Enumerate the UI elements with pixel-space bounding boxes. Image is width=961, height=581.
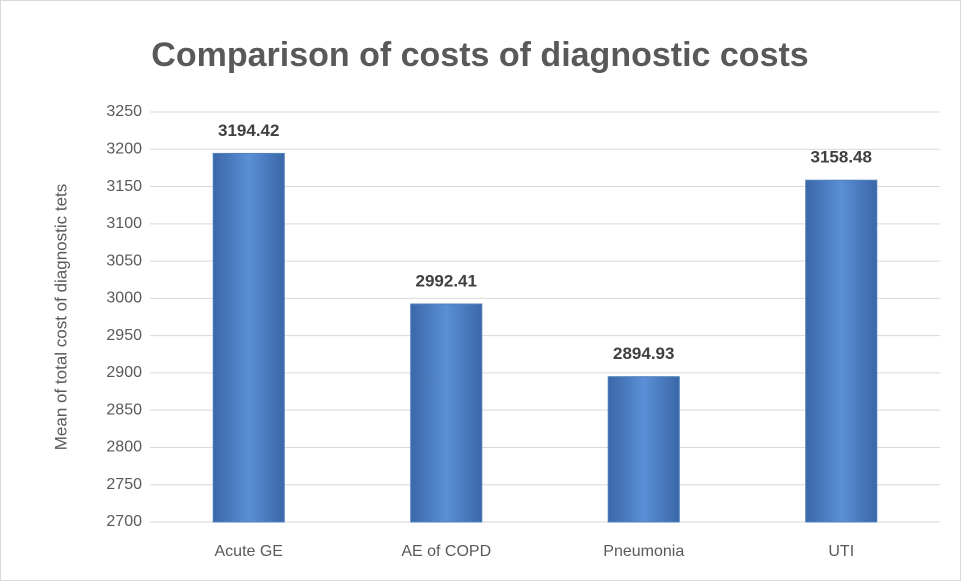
y-tick-label: 3050 xyxy=(106,252,142,269)
bar xyxy=(212,152,285,523)
x-tick-label: AE of COPD xyxy=(401,543,491,560)
y-tick-label: 2900 xyxy=(106,364,142,381)
x-tick-label: Acute GE xyxy=(215,543,283,560)
data-label: 2992.41 xyxy=(416,272,477,291)
data-label: 3194.42 xyxy=(218,121,279,140)
data-label: 2894.93 xyxy=(613,344,674,363)
x-tick-label: UTI xyxy=(828,543,854,560)
y-tick-label: 2750 xyxy=(106,476,142,493)
chart-title: Comparison of costs of diagnostic costs xyxy=(151,36,808,74)
y-tick-label: 3000 xyxy=(106,290,142,307)
y-tick-label: 2850 xyxy=(106,401,142,418)
bar xyxy=(607,376,680,523)
y-tick-label: 2700 xyxy=(106,513,142,530)
x-tick-label: Pneumonia xyxy=(603,543,684,560)
y-axis-label: Mean of total cost of diagnostic tets xyxy=(51,184,70,450)
y-tick-label: 3150 xyxy=(106,178,142,195)
data-label: 3158.48 xyxy=(811,148,872,167)
bar xyxy=(410,303,483,523)
y-tick-label: 3250 xyxy=(106,103,142,120)
y-tick-label: 3100 xyxy=(106,215,142,232)
y-tick-label: 2800 xyxy=(106,439,142,456)
y-tick-label: 2950 xyxy=(106,327,142,344)
bar xyxy=(805,179,878,523)
y-tick-label: 3200 xyxy=(106,140,142,157)
